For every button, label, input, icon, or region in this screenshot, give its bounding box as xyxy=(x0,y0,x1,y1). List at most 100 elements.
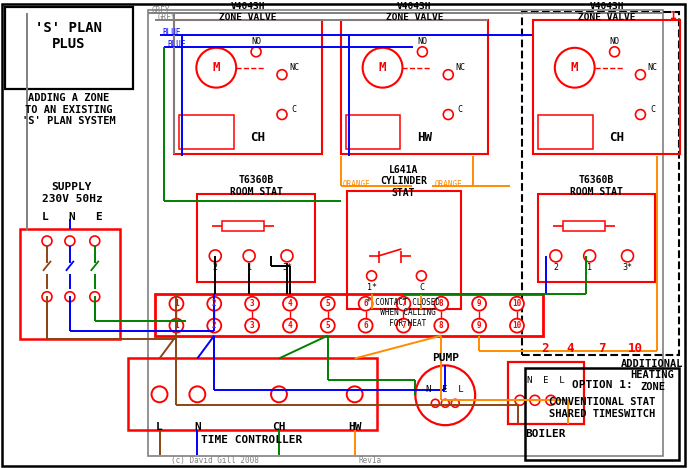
Text: M: M xyxy=(379,61,386,74)
Circle shape xyxy=(271,387,287,402)
Circle shape xyxy=(530,395,540,405)
Text: HW: HW xyxy=(348,422,362,432)
Text: 1: 1 xyxy=(246,263,252,272)
Circle shape xyxy=(281,250,293,262)
Circle shape xyxy=(283,297,297,311)
Text: NO: NO xyxy=(251,37,261,46)
Circle shape xyxy=(321,297,335,311)
Text: ORANGE: ORANGE xyxy=(343,180,371,189)
Circle shape xyxy=(451,399,460,407)
Text: 4: 4 xyxy=(288,321,293,330)
Text: 3*: 3* xyxy=(622,263,633,272)
Circle shape xyxy=(584,250,595,262)
Circle shape xyxy=(442,399,449,407)
Text: 4: 4 xyxy=(566,342,573,355)
Text: CH: CH xyxy=(250,131,266,144)
Circle shape xyxy=(90,236,100,246)
Circle shape xyxy=(397,297,411,311)
Circle shape xyxy=(251,47,261,57)
Text: ORANGE: ORANGE xyxy=(434,180,462,189)
Circle shape xyxy=(431,399,440,407)
Circle shape xyxy=(65,292,75,302)
Circle shape xyxy=(170,297,184,311)
Circle shape xyxy=(359,319,373,333)
Text: 1: 1 xyxy=(174,299,179,308)
Circle shape xyxy=(472,319,486,333)
Text: V4043H
ZONE VALVE: V4043H ZONE VALVE xyxy=(578,2,635,22)
Circle shape xyxy=(434,297,448,311)
Text: T6360B
ROOM STAT: T6360B ROOM STAT xyxy=(570,176,623,197)
Text: CONVENTIONAL STAT
SHARED TIMESWITCH: CONVENTIONAL STAT SHARED TIMESWITCH xyxy=(549,397,656,419)
Circle shape xyxy=(443,70,453,80)
Text: M: M xyxy=(571,61,578,74)
Text: ADDING A ZONE
TO AN EXISTING
'S' PLAN SYSTEM: ADDING A ZONE TO AN EXISTING 'S' PLAN SY… xyxy=(22,93,116,126)
Circle shape xyxy=(546,395,556,405)
Circle shape xyxy=(42,236,52,246)
Circle shape xyxy=(245,297,259,311)
Text: L: L xyxy=(156,422,163,432)
Circle shape xyxy=(510,297,524,311)
Circle shape xyxy=(609,47,620,57)
Circle shape xyxy=(283,319,297,333)
Text: 8: 8 xyxy=(439,299,444,308)
Circle shape xyxy=(243,250,255,262)
Text: N: N xyxy=(194,422,201,432)
Circle shape xyxy=(245,319,259,333)
Circle shape xyxy=(90,292,100,302)
Text: 1: 1 xyxy=(587,263,592,272)
Circle shape xyxy=(277,70,287,80)
Text: M: M xyxy=(213,61,220,74)
Text: V4043H
ZONE VALVE: V4043H ZONE VALVE xyxy=(386,2,443,22)
Circle shape xyxy=(346,387,363,402)
Circle shape xyxy=(434,319,448,333)
Circle shape xyxy=(321,319,335,333)
Text: TIME CONTROLLER: TIME CONTROLLER xyxy=(201,435,303,445)
Circle shape xyxy=(207,319,221,333)
Text: 8: 8 xyxy=(439,321,444,330)
Text: 2: 2 xyxy=(212,321,217,330)
Circle shape xyxy=(359,297,373,311)
Circle shape xyxy=(65,236,75,246)
Circle shape xyxy=(472,297,486,311)
Text: 10: 10 xyxy=(513,299,522,308)
Text: 5: 5 xyxy=(326,299,330,308)
Circle shape xyxy=(416,271,426,281)
Text: 1: 1 xyxy=(670,11,677,21)
Circle shape xyxy=(622,250,633,262)
Text: SUPPLY
230V 50Hz: SUPPLY 230V 50Hz xyxy=(41,183,102,204)
Circle shape xyxy=(635,70,645,80)
Circle shape xyxy=(189,387,206,402)
Text: BOILER: BOILER xyxy=(526,429,566,439)
Text: 3: 3 xyxy=(250,321,255,330)
Text: PUMP: PUMP xyxy=(432,353,459,364)
Text: 9: 9 xyxy=(477,299,482,308)
Circle shape xyxy=(417,47,427,57)
Text: V4043H
ZONE VALVE: V4043H ZONE VALVE xyxy=(219,2,277,22)
Text: 2: 2 xyxy=(213,263,218,272)
Text: NC: NC xyxy=(455,63,465,72)
Text: 7: 7 xyxy=(598,342,605,355)
Circle shape xyxy=(152,387,168,402)
Circle shape xyxy=(510,319,524,333)
Circle shape xyxy=(515,395,525,405)
Text: L   N   E: L N E xyxy=(41,212,102,222)
Circle shape xyxy=(397,319,411,333)
Text: 5: 5 xyxy=(326,321,330,330)
Text: N  E  L: N E L xyxy=(426,385,464,394)
Text: 1: 1 xyxy=(174,321,179,330)
Circle shape xyxy=(635,110,645,119)
Text: BLUE: BLUE xyxy=(168,40,186,49)
Text: NO: NO xyxy=(609,37,620,46)
Text: 2: 2 xyxy=(541,342,549,355)
Text: ADDITIONAL
HEATING
ZONE: ADDITIONAL HEATING ZONE xyxy=(621,359,684,392)
Text: CH: CH xyxy=(273,422,286,432)
Text: OPTION 1:: OPTION 1: xyxy=(572,380,633,390)
Text: NC: NC xyxy=(289,63,299,72)
Text: 10: 10 xyxy=(628,342,643,355)
Text: NO: NO xyxy=(417,37,427,46)
Circle shape xyxy=(443,110,453,119)
Text: 9: 9 xyxy=(477,321,482,330)
Text: N  E  L: N E L xyxy=(527,376,564,385)
Text: 7: 7 xyxy=(401,299,406,308)
Text: 1*: 1* xyxy=(366,283,377,292)
